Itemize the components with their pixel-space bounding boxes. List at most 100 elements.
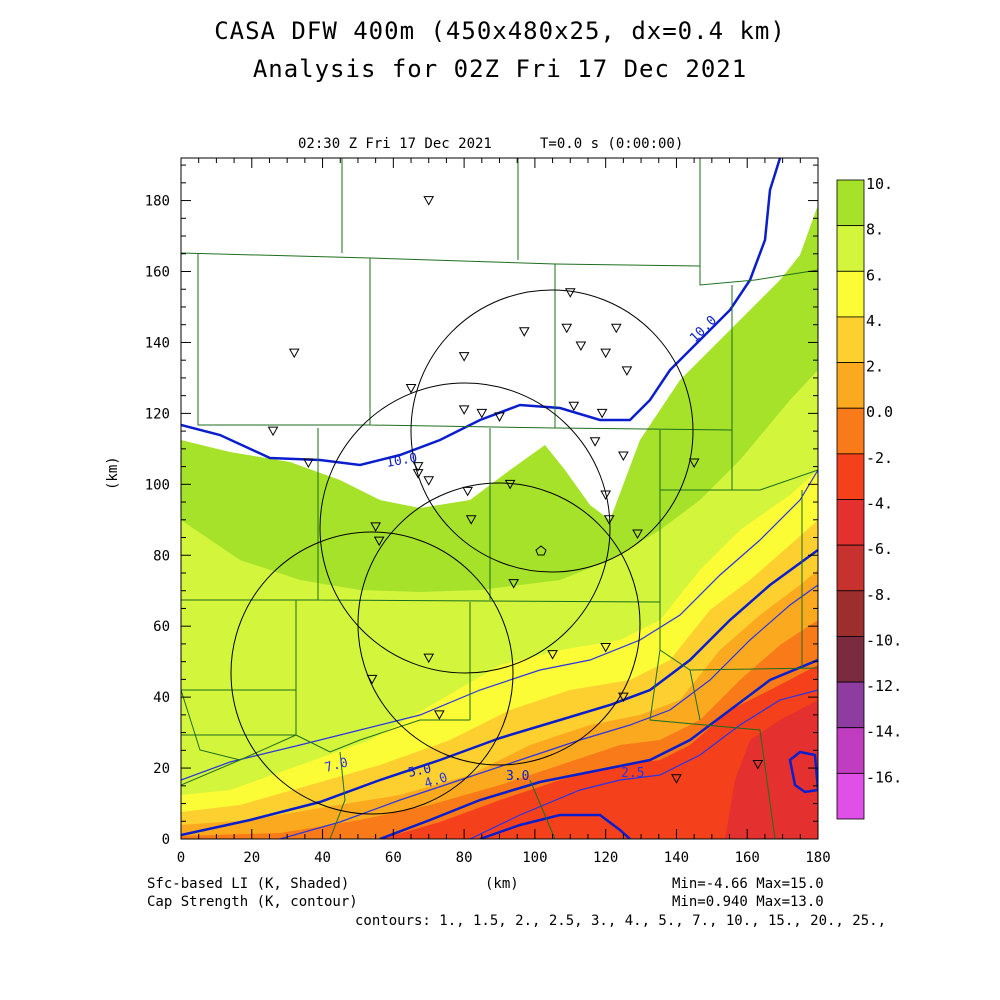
x-tick-label: 140 — [664, 850, 689, 866]
colorbar-label: -14. — [866, 723, 902, 741]
station-marker — [405, 384, 417, 394]
colorbar-swatch — [836, 362, 865, 409]
colorbar-label: 4. — [866, 312, 884, 330]
cap-contour-10-major — [181, 158, 782, 467]
footer-contour-list: contours: 1., 1.5, 2., 2.5, 3., 4., 5., … — [355, 913, 887, 929]
colorbar-label: -16. — [866, 768, 902, 786]
station-marker — [412, 469, 424, 479]
cap-contour-4 — [279, 584, 818, 839]
station-marker — [423, 196, 435, 206]
colorbar-label: -6. — [866, 540, 893, 558]
y-tick-label: 80 — [153, 548, 170, 564]
station-marker — [561, 323, 573, 334]
station-marker — [476, 408, 488, 419]
x-tick-label: 80 — [456, 850, 473, 866]
cap-contour-5 — [181, 548, 818, 837]
colorbar-label: -4. — [866, 495, 893, 513]
station-marker — [618, 451, 629, 461]
station-marker — [621, 366, 633, 376]
station-marker — [303, 458, 314, 469]
footer-li-label: Sfc-based LI (K, Shaded) — [147, 876, 350, 892]
station-marker — [423, 476, 435, 486]
colorbar-swatch — [836, 590, 865, 637]
colorbar-label: 6. — [866, 266, 884, 284]
station-marker — [596, 408, 608, 419]
colorbar: 10. 8. 6. 4. 2. 0.0 -2. -4. -6. -8. -10. -12. -14. -1… — [836, 175, 902, 820]
station-marker — [433, 710, 445, 720]
y-tick-label: 160 — [145, 265, 170, 281]
x-tick-label: 180 — [805, 850, 830, 866]
colorbar-swatch — [836, 544, 865, 592]
station-marker — [288, 348, 300, 359]
colorbar-swatch — [836, 681, 865, 729]
y-tick-label: 0 — [162, 832, 170, 848]
x-tick-label: 160 — [735, 850, 760, 866]
colorbar-label: -8. — [866, 586, 893, 604]
station-marker — [412, 462, 424, 472]
y-axis-label: (km) — [105, 456, 121, 490]
footer-cap-minmax: Min=0.940 Max=13.0 — [672, 894, 824, 910]
colorbar-label: 10. — [866, 175, 893, 193]
y-tick-label: 100 — [145, 477, 170, 493]
colorbar-swatch — [836, 727, 865, 774]
station-marker — [632, 529, 643, 539]
colorbar-label: -10. — [866, 631, 902, 649]
colorbar-swatch — [836, 407, 865, 455]
contour-label-10-a: 10.0 — [385, 451, 418, 471]
radar-center-marker — [535, 545, 547, 556]
station-marker — [462, 486, 474, 497]
footer-li-minmax: Min=-4.66 Max=15.0 — [672, 876, 824, 892]
station-marker — [465, 515, 477, 525]
li-shaded-field — [181, 158, 818, 839]
cap-contour-2 — [479, 813, 631, 839]
station-marker — [267, 426, 279, 437]
cap-contour-3 — [379, 658, 818, 839]
footer-cap-label: Cap Strength (K, contour) — [147, 894, 358, 910]
station-marker — [600, 642, 612, 653]
contour-label-4: 4.0 — [423, 770, 450, 792]
colorbar-swatch — [836, 179, 865, 227]
colorbar-label: -2. — [866, 449, 893, 467]
colorbar-label: -12. — [866, 677, 902, 695]
colorbar-label: 0.0 — [866, 403, 893, 421]
colorbar-swatch — [836, 225, 865, 272]
li-band-neg6-neg4 — [725, 700, 818, 839]
colorbar-swatch — [836, 499, 865, 546]
cap-contour-2-5 — [469, 689, 818, 839]
cap-contours — [181, 158, 818, 839]
station-marker — [600, 490, 612, 500]
y-tick-label: 60 — [153, 619, 170, 635]
colorbar-label: 2. — [866, 358, 884, 376]
y-tick-label: 20 — [153, 761, 170, 777]
y-tick-label: 180 — [145, 194, 170, 210]
station-marker — [508, 579, 520, 589]
valid-time: 02:30 Z Fri 17 Dec 2021 — [298, 136, 492, 152]
station-marker — [547, 650, 558, 660]
station-marker — [518, 327, 530, 337]
station-marker — [618, 692, 629, 703]
time-offset: T=0.0 s (0:00:00) — [540, 136, 684, 152]
station-marker — [494, 412, 505, 422]
x-tick-label: 100 — [522, 850, 547, 866]
radar-rings — [230, 289, 694, 815]
analysis-title: Analysis for 02Z Fri 17 Dec 2021 — [252, 55, 748, 83]
colorbar-label: 8. — [866, 221, 884, 239]
y-tick-label: 120 — [145, 406, 170, 422]
contour-label-7: 7.0 — [323, 755, 350, 776]
y-tick-label: 140 — [145, 335, 170, 351]
colorbar-swatch — [836, 772, 865, 820]
station-markers — [267, 196, 764, 784]
station-marker — [752, 760, 764, 770]
y-tick-label: 40 — [153, 690, 170, 706]
axis-ticks: 0 20 40 60 80 100 120 140 160 180 0 20 40 60 80 100 120 1… — [145, 158, 831, 866]
station-marker — [568, 401, 580, 412]
x-tick-label: 40 — [314, 850, 331, 866]
contour-label-2-5: 2.5 — [621, 766, 644, 781]
station-marker — [688, 458, 700, 469]
station-marker — [603, 515, 615, 525]
station-marker — [610, 323, 622, 334]
contour-label-3: 3.0 — [506, 769, 529, 784]
station-marker — [589, 437, 601, 447]
main-title: CASA DFW 400m (450x480x25, dx=0.4 km) — [214, 17, 786, 45]
